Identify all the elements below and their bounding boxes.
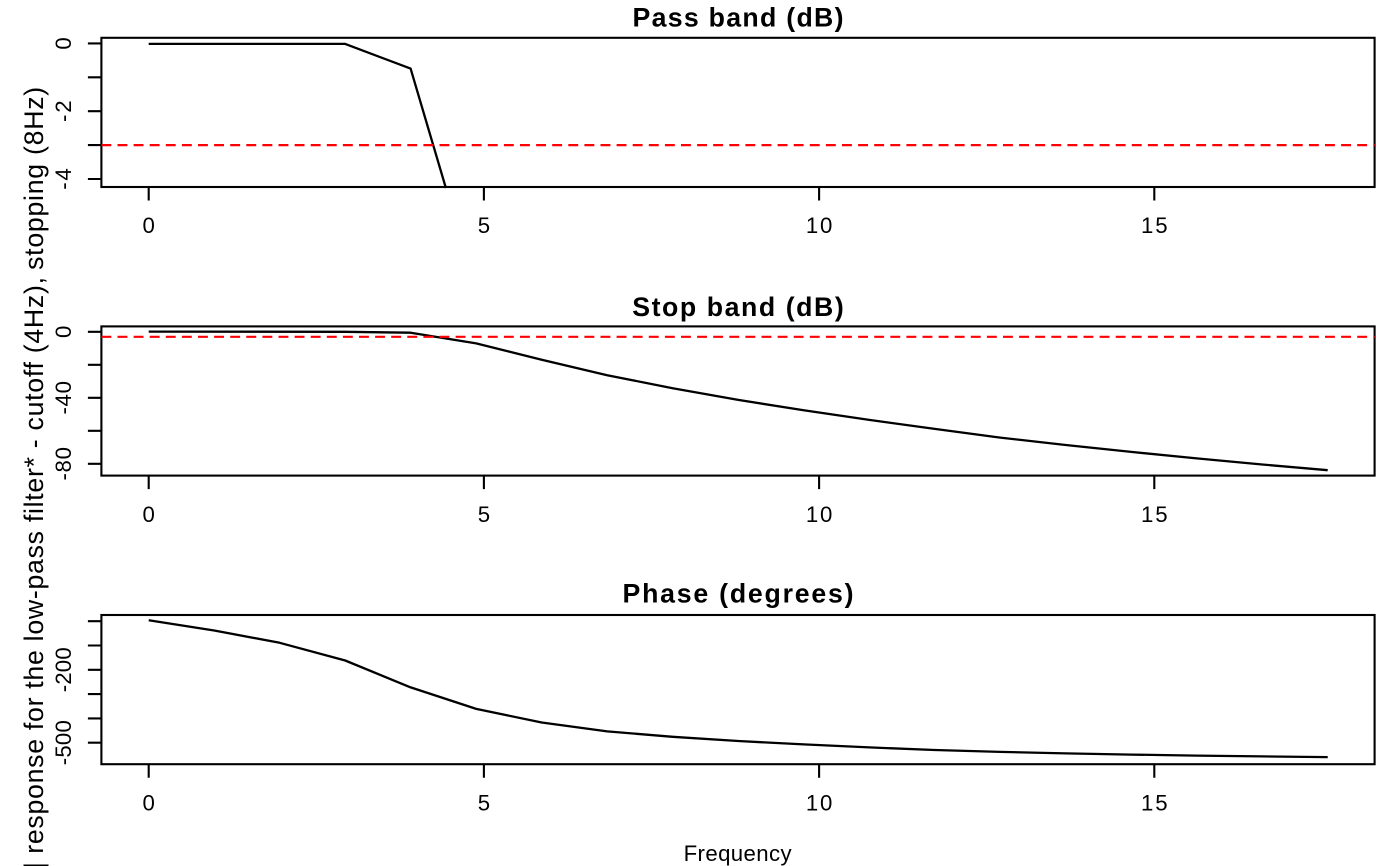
svg-text:10: 10 <box>806 502 833 527</box>
svg-text:0: 0 <box>143 791 155 816</box>
svg-text:0: 0 <box>143 502 155 527</box>
svg-text:0: 0 <box>51 37 76 49</box>
svg-text:10: 10 <box>806 791 833 816</box>
svg-text:5: 5 <box>478 502 490 527</box>
svg-text:0: 0 <box>143 213 155 238</box>
svg-text:] response for the low-pass fi: ] response for the low-pass filter* - cu… <box>19 277 49 866</box>
svg-text:stopping (8Hz): stopping (8Hz) <box>19 87 49 270</box>
svg-text:-2: -2 <box>51 100 76 122</box>
svg-text:10: 10 <box>806 213 833 238</box>
svg-text:-40: -40 <box>51 381 76 415</box>
svg-text:-500: -500 <box>51 720 76 765</box>
svg-text:Pass band (dB): Pass band (dB) <box>633 3 844 33</box>
svg-text:15: 15 <box>1141 502 1168 527</box>
svg-text:5: 5 <box>478 213 490 238</box>
svg-text:Frequency: Frequency <box>684 841 793 866</box>
svg-text:Phase (degrees): Phase (degrees) <box>623 578 854 608</box>
svg-text:-4: -4 <box>51 168 76 190</box>
svg-text:0: 0 <box>51 326 76 338</box>
svg-text:-80: -80 <box>51 447 76 481</box>
svg-text:5: 5 <box>478 791 490 816</box>
svg-text:15: 15 <box>1141 791 1168 816</box>
svg-text:Stop band (dB): Stop band (dB) <box>632 292 844 322</box>
svg-text:15: 15 <box>1141 213 1168 238</box>
svg-text:-200: -200 <box>51 647 76 692</box>
